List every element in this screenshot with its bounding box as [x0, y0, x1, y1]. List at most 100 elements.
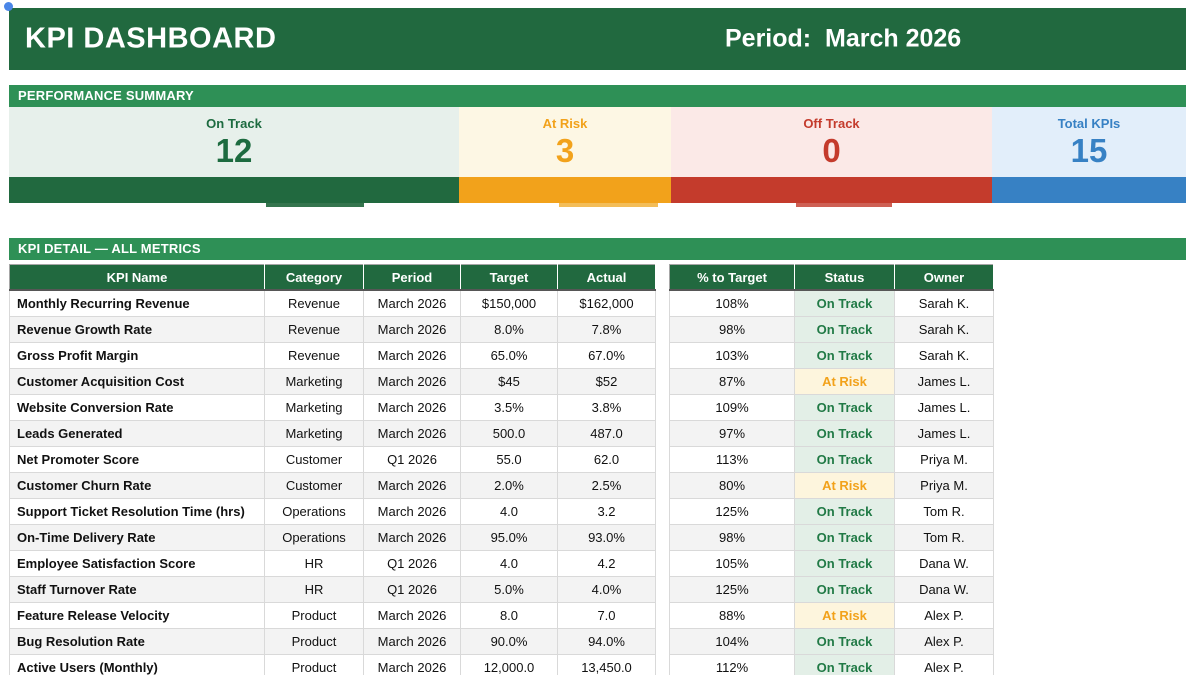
owner-cell[interactable]: Alex P. — [894, 654, 994, 675]
category-cell[interactable]: Marketing — [264, 420, 364, 447]
kpi-name-cell[interactable]: On-Time Delivery Rate — [9, 524, 265, 551]
period-cell[interactable]: Q1 2026 — [363, 550, 461, 577]
pct-to-target-cell[interactable]: 98% — [669, 524, 795, 551]
owner-cell[interactable]: Sarah K. — [894, 289, 994, 317]
pct-to-target-cell[interactable]: 108% — [669, 289, 795, 317]
actual-cell[interactable]: 67.0% — [557, 342, 656, 369]
target-cell[interactable]: 2.0% — [460, 472, 558, 499]
period-cell[interactable]: March 2026 — [363, 368, 461, 395]
kpi-name-cell[interactable]: Website Conversion Rate — [9, 394, 265, 421]
period-cell[interactable]: March 2026 — [363, 472, 461, 499]
owner-cell[interactable]: Dana W. — [894, 576, 994, 603]
col-header-owner[interactable]: Owner — [894, 264, 994, 291]
category-cell[interactable]: Operations — [264, 498, 364, 525]
category-cell[interactable]: Marketing — [264, 394, 364, 421]
category-cell[interactable]: HR — [264, 550, 364, 577]
target-cell[interactable]: 4.0 — [460, 498, 558, 525]
period-label[interactable]: Period: March 2026 — [725, 24, 962, 53]
owner-cell[interactable]: Priya M. — [894, 446, 994, 473]
col-header-status[interactable]: Status — [794, 264, 895, 291]
owner-cell[interactable]: Alex P. — [894, 602, 994, 629]
summary-card-off-track[interactable]: Off Track 0 — [671, 107, 992, 177]
period-cell[interactable]: March 2026 — [363, 289, 461, 317]
owner-cell[interactable]: Priya M. — [894, 472, 994, 499]
actual-cell[interactable]: 3.2 — [557, 498, 656, 525]
target-cell[interactable]: 95.0% — [460, 524, 558, 551]
owner-cell[interactable]: Dana W. — [894, 550, 994, 577]
pct-to-target-cell[interactable]: 97% — [669, 420, 795, 447]
actual-cell[interactable]: $162,000 — [557, 289, 656, 317]
owner-cell[interactable]: Sarah K. — [894, 342, 994, 369]
pct-to-target-cell[interactable]: 88% — [669, 602, 795, 629]
category-cell[interactable]: HR — [264, 576, 364, 603]
owner-cell[interactable]: James L. — [894, 368, 994, 395]
col-header-pct-to-target[interactable]: % to Target — [669, 264, 795, 291]
category-cell[interactable]: Revenue — [264, 316, 364, 343]
selection-handle-dot[interactable] — [4, 2, 13, 11]
status-cell[interactable]: At Risk — [794, 368, 895, 395]
owner-cell[interactable]: Sarah K. — [894, 316, 994, 343]
target-cell[interactable]: $45 — [460, 368, 558, 395]
period-cell[interactable]: Q1 2026 — [363, 446, 461, 473]
target-cell[interactable]: 3.5% — [460, 394, 558, 421]
target-cell[interactable]: $150,000 — [460, 289, 558, 317]
kpi-name-cell[interactable]: Customer Churn Rate — [9, 472, 265, 499]
category-cell[interactable]: Product — [264, 628, 364, 655]
summary-card-total-kpis[interactable]: Total KPIs 15 — [992, 107, 1186, 177]
pct-to-target-cell[interactable]: 112% — [669, 654, 795, 675]
summary-card-at-risk[interactable]: At Risk 3 — [459, 107, 671, 177]
pct-to-target-cell[interactable]: 113% — [669, 446, 795, 473]
actual-cell[interactable]: 94.0% — [557, 628, 656, 655]
category-cell[interactable]: Customer — [264, 472, 364, 499]
kpi-name-cell[interactable]: Monthly Recurring Revenue — [9, 289, 265, 317]
status-cell[interactable]: On Track — [794, 446, 895, 473]
actual-cell[interactable]: 7.8% — [557, 316, 656, 343]
kpi-name-cell[interactable]: Leads Generated — [9, 420, 265, 447]
category-cell[interactable]: Product — [264, 654, 364, 675]
period-cell[interactable]: March 2026 — [363, 524, 461, 551]
kpi-name-cell[interactable]: Net Promoter Score — [9, 446, 265, 473]
status-cell[interactable]: On Track — [794, 498, 895, 525]
status-cell[interactable]: On Track — [794, 628, 895, 655]
actual-cell[interactable]: 13,450.0 — [557, 654, 656, 675]
target-cell[interactable]: 8.0% — [460, 316, 558, 343]
kpi-name-cell[interactable]: Staff Turnover Rate — [9, 576, 265, 603]
kpi-name-cell[interactable]: Employee Satisfaction Score — [9, 550, 265, 577]
owner-cell[interactable]: Tom R. — [894, 524, 994, 551]
target-cell[interactable]: 55.0 — [460, 446, 558, 473]
category-cell[interactable]: Revenue — [264, 342, 364, 369]
period-cell[interactable]: March 2026 — [363, 316, 461, 343]
actual-cell[interactable]: 7.0 — [557, 602, 656, 629]
page-title[interactable]: KPI DASHBOARD — [25, 22, 277, 55]
category-cell[interactable]: Customer — [264, 446, 364, 473]
actual-cell[interactable]: 487.0 — [557, 420, 656, 447]
pct-to-target-cell[interactable]: 103% — [669, 342, 795, 369]
target-cell[interactable]: 90.0% — [460, 628, 558, 655]
status-cell[interactable]: On Track — [794, 394, 895, 421]
actual-cell[interactable]: $52 — [557, 368, 656, 395]
owner-cell[interactable]: James L. — [894, 394, 994, 421]
actual-cell[interactable]: 4.2 — [557, 550, 656, 577]
pct-to-target-cell[interactable]: 109% — [669, 394, 795, 421]
target-cell[interactable]: 5.0% — [460, 576, 558, 603]
category-cell[interactable]: Marketing — [264, 368, 364, 395]
period-cell[interactable]: March 2026 — [363, 602, 461, 629]
period-cell[interactable]: March 2026 — [363, 628, 461, 655]
period-cell[interactable]: March 2026 — [363, 654, 461, 675]
actual-cell[interactable]: 62.0 — [557, 446, 656, 473]
target-cell[interactable]: 500.0 — [460, 420, 558, 447]
col-header-kpi-name[interactable]: KPI Name — [9, 264, 265, 291]
owner-cell[interactable]: Tom R. — [894, 498, 994, 525]
pct-to-target-cell[interactable]: 125% — [669, 498, 795, 525]
period-cell[interactable]: March 2026 — [363, 420, 461, 447]
actual-cell[interactable]: 3.8% — [557, 394, 656, 421]
target-cell[interactable]: 4.0 — [460, 550, 558, 577]
col-header-category[interactable]: Category — [264, 264, 364, 291]
kpi-name-cell[interactable]: Active Users (Monthly) — [9, 654, 265, 675]
target-cell[interactable]: 65.0% — [460, 342, 558, 369]
status-cell[interactable]: On Track — [794, 576, 895, 603]
category-cell[interactable]: Revenue — [264, 289, 364, 317]
actual-cell[interactable]: 93.0% — [557, 524, 656, 551]
summary-card-on-track[interactable]: On Track 12 — [9, 107, 459, 177]
status-cell[interactable]: At Risk — [794, 602, 895, 629]
